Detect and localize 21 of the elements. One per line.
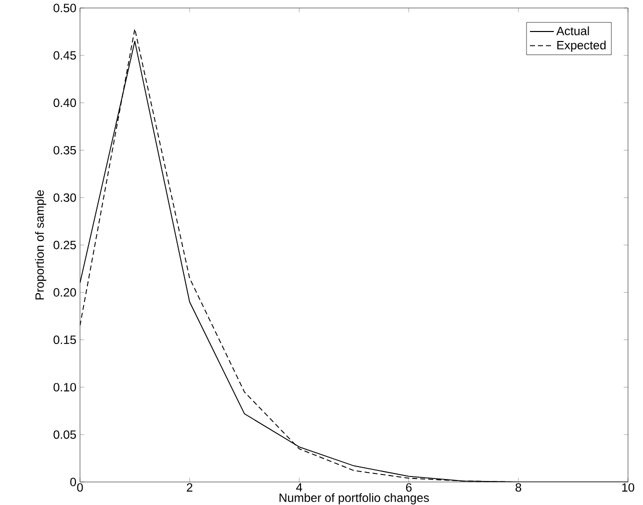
x-tick-label: 8 [516,483,522,492]
y-tick-label: 0.45 [54,51,76,60]
y-tick-label: 0.10 [54,382,76,392]
y-tick-label: 0.05 [54,430,76,439]
y-tick-label: 0.20 [54,288,76,297]
y-tick-label: 0 [70,478,76,486]
x-tick-label: 6 [406,483,412,492]
y-tick-label: 0.35 [54,146,76,154]
y-tick-label: 0.15 [54,336,76,344]
y-axis-title: Proportion of sample [35,190,46,300]
x-tick-label: 2 [186,483,192,492]
y-tick-label: 0.40 [54,98,76,108]
x-tick-label: 0 [77,483,83,492]
legend-label: Actual [556,26,589,36]
y-tick-label: 0.50 [54,4,76,12]
y-tick-label: 0.25 [54,240,76,250]
x-axis-title: Number of portfolio changes [280,493,429,504]
x-tick-label: 4 [296,483,302,492]
y-tick-label: 0.30 [54,193,76,202]
legend-label: Expected [557,40,606,52]
x-tick-label: 10 [622,483,634,492]
